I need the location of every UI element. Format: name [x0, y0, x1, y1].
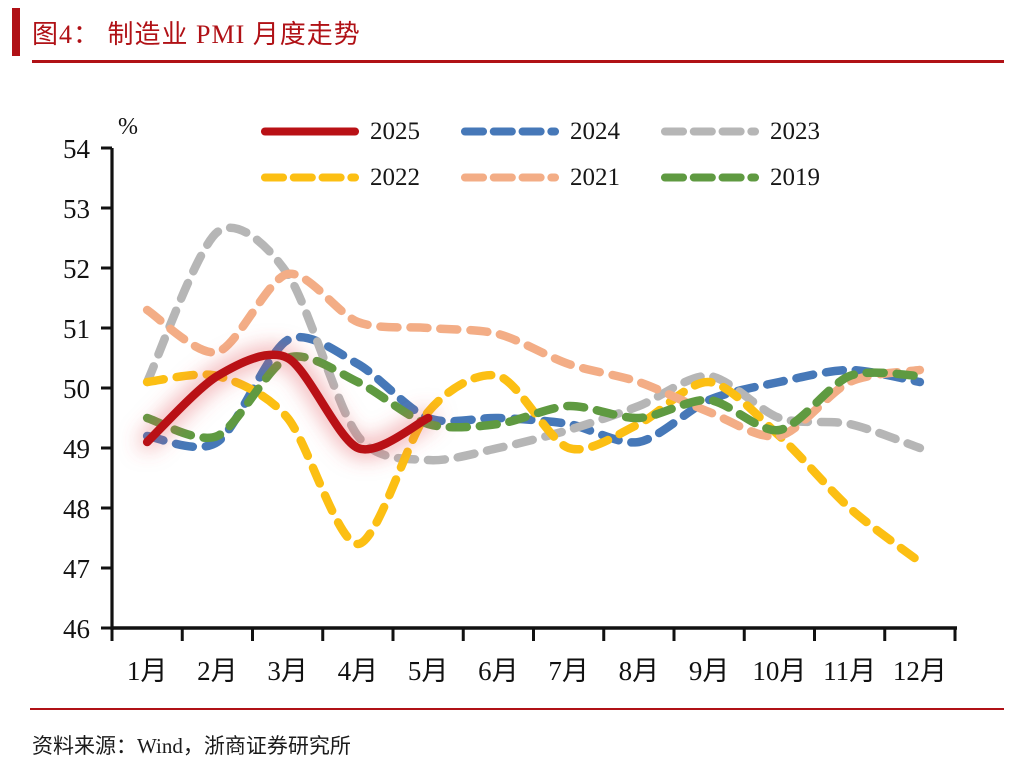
- legend-item-2025[interactable]: 2025: [258, 111, 458, 151]
- y-axis-tick-label: 50: [63, 374, 90, 404]
- x-axis-tick-label: 9月: [689, 656, 730, 686]
- x-axis-tick-label: 8月: [619, 656, 660, 686]
- chart-legend: 2025 2024 2023 2022 2021 2019: [258, 108, 858, 200]
- page-title: 图4： 制造业 PMI 月度走势: [32, 20, 361, 49]
- x-axis-tick-label: 6月: [478, 656, 519, 686]
- legend-item-2023[interactable]: 2023: [658, 111, 858, 151]
- series-line-2021: [142, 269, 925, 441]
- x-axis-tick-label: 2月: [197, 656, 238, 686]
- y-axis-tick-label: 47: [63, 554, 90, 584]
- y-axis-tick-label: 53: [63, 194, 90, 224]
- series-line-2025: [142, 350, 433, 454]
- y-axis-tick-label: 48: [63, 494, 90, 524]
- x-axis-tick-label: 4月: [338, 656, 379, 686]
- series-2023[interactable]: [142, 223, 925, 465]
- x-axis: 1月 2月 3月 4月 5月 6月 7月 8月 9月 10月 11月 12月: [110, 626, 957, 686]
- series-line-2019: [142, 352, 925, 442]
- legend-label-2023: 2023: [770, 117, 820, 145]
- legend-swatch-2025: [260, 126, 360, 136]
- y-axis: 46 47 48 49 50 51 52 53 54%: [63, 114, 138, 644]
- legend-item-2022[interactable]: 2022: [258, 157, 458, 197]
- footer-divider: [30, 708, 1004, 710]
- legend-swatch-2021: [460, 172, 560, 182]
- legend-swatch-2023: [660, 126, 760, 136]
- series-2019[interactable]: [142, 352, 925, 442]
- series-line-2022: [142, 370, 925, 567]
- series-2025[interactable]: [140, 348, 435, 456]
- x-axis-tick-label: 11月: [823, 656, 876, 686]
- y-axis-tick-label: 54: [63, 134, 91, 164]
- header-divider: [32, 60, 1004, 63]
- pmi-line-chart: 46 47 48 49 50 51 52 53 54% 1月 2月 3月 4月 5月 6月 7月 8月 9月 10月…: [30, 80, 990, 690]
- legend-item-2024[interactable]: 2024: [458, 111, 658, 151]
- series-2021[interactable]: [142, 269, 925, 441]
- legend-swatch-2022: [260, 172, 360, 182]
- chart-canvas: 46 47 48 49 50 51 52 53 54% 1月 2月 3月 4月 5月 6月 7月 8月 9月 10月…: [63, 114, 957, 686]
- legend-label-2025: 2025: [370, 117, 420, 145]
- legend-swatch-2024: [460, 126, 560, 136]
- x-axis-tick-label: 12月: [893, 656, 947, 686]
- legend-swatch-2019: [660, 172, 760, 182]
- y-axis-tick-label: 51: [63, 314, 90, 344]
- legend-label-2022: 2022: [370, 163, 420, 191]
- y-axis-tick-label: 52: [63, 254, 90, 284]
- y-axis-unit-label: %: [118, 114, 138, 140]
- x-axis-tick-label: 5月: [408, 656, 449, 686]
- header-accent-bar: [12, 8, 20, 56]
- legend-label-2024: 2024: [570, 117, 620, 145]
- x-axis-tick-label: 3月: [267, 656, 308, 686]
- y-axis-tick-label: 46: [63, 614, 90, 644]
- source-note: 资料来源：Wind，浙商证券研究所: [32, 734, 351, 758]
- legend-label-2019: 2019: [770, 163, 820, 191]
- y-axis-tick-label: 49: [63, 434, 90, 464]
- legend-item-2019[interactable]: 2019: [658, 157, 858, 197]
- legend-item-2021[interactable]: 2021: [458, 157, 658, 197]
- x-axis-tick-label: 10月: [752, 656, 806, 686]
- series-2022[interactable]: [142, 370, 925, 567]
- x-axis-tick-label: 7月: [548, 656, 589, 686]
- series-line-2023: [142, 223, 925, 465]
- x-axis-tick-label: 1月: [127, 656, 168, 686]
- legend-label-2021: 2021: [570, 163, 620, 191]
